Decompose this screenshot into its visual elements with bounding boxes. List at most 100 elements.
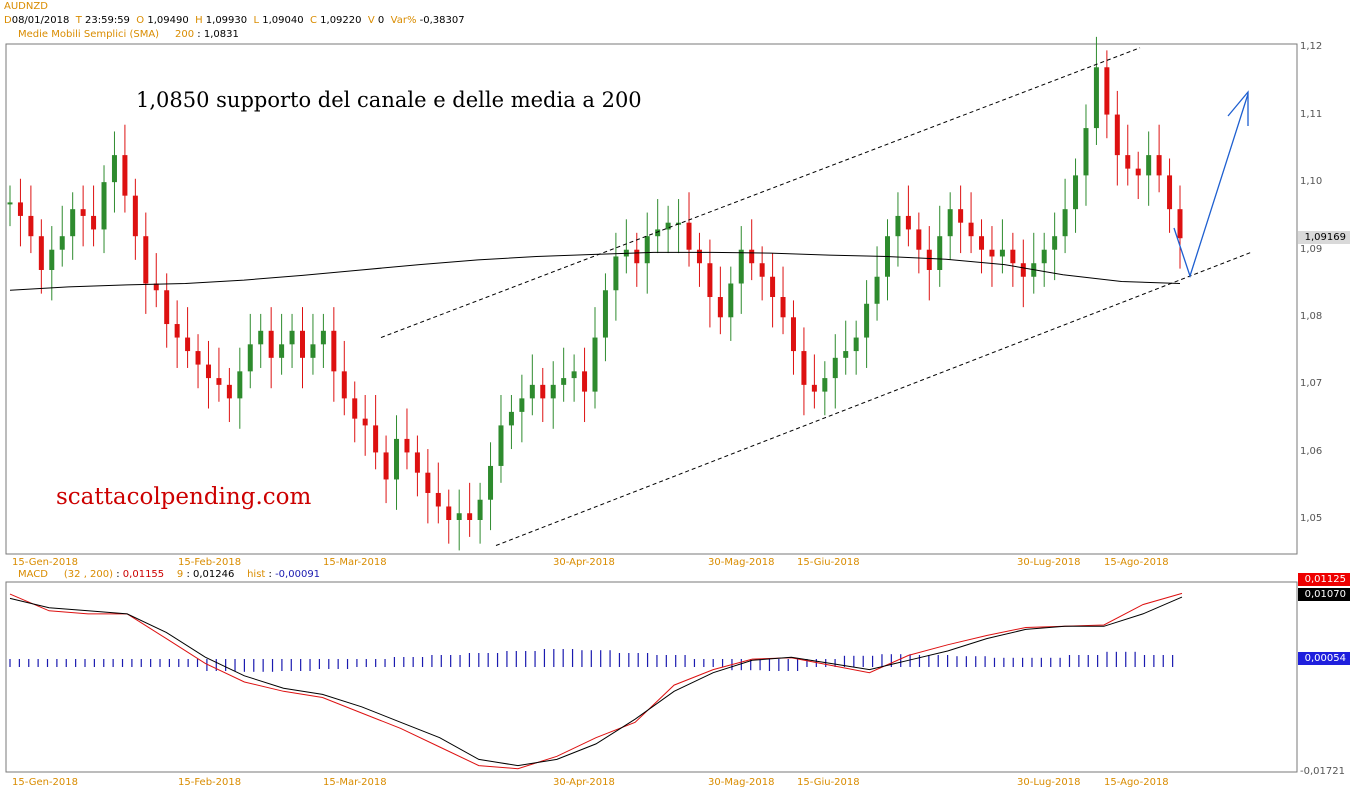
candle-body — [498, 425, 504, 466]
candle-body — [864, 303, 870, 338]
candle-body — [132, 195, 138, 237]
candle-body — [749, 249, 755, 264]
candle-body — [28, 215, 34, 237]
current-price-box: 1,09169 — [1298, 231, 1350, 244]
candle-body — [1083, 128, 1089, 176]
candle-body — [592, 337, 598, 392]
candle-body — [38, 236, 44, 270]
candle-body — [895, 215, 901, 237]
date-label-bottom: 15-Feb-2018 — [178, 777, 242, 788]
candle-body — [467, 513, 473, 520]
candle-body — [174, 324, 180, 338]
candle-body — [1177, 209, 1183, 239]
candle-body — [550, 384, 556, 399]
macd-signal-box: 0,01125 — [1298, 573, 1350, 586]
candle-body — [968, 222, 974, 237]
candle-body — [268, 330, 274, 358]
candle-body — [738, 249, 744, 284]
candle-body — [686, 222, 692, 250]
macd-value-box: 0,01070 — [1298, 588, 1350, 601]
candle-body — [373, 425, 379, 453]
candle-body — [958, 209, 964, 223]
date-label-bottom: 15-Mar-2018 — [323, 777, 387, 788]
candle-body — [790, 317, 796, 352]
candle-body — [237, 371, 243, 399]
candle-body — [759, 263, 765, 277]
candle-body — [1052, 236, 1058, 250]
candle-body — [655, 229, 661, 237]
candle-body — [644, 236, 650, 264]
candle-body — [383, 452, 389, 480]
candle-body — [17, 202, 23, 216]
candle-body — [926, 249, 932, 270]
candle-body — [728, 283, 734, 318]
price-panel-frame — [5, 43, 1298, 555]
macd-group — [9, 592, 1183, 770]
candle-body — [111, 155, 117, 183]
date-label-bottom: 15-Gen-2018 — [12, 777, 78, 788]
candle-body — [49, 249, 55, 270]
price-tick-label: 1,07 — [1300, 378, 1323, 389]
price-tick-label: 1,10 — [1300, 176, 1323, 187]
candle-body — [1167, 175, 1173, 210]
candle-body — [822, 378, 828, 392]
candle-body — [289, 330, 295, 345]
macd-signal-line — [9, 592, 1183, 770]
candle-body — [310, 344, 316, 358]
price-tick-label: 1,08 — [1300, 311, 1323, 322]
candle-body — [1156, 155, 1162, 176]
date-label: 15-Giu-2018 — [797, 557, 860, 568]
annotation-site: scattacolpending.com — [56, 484, 312, 510]
candle-body — [404, 438, 410, 453]
candle-body — [153, 283, 159, 291]
candle-body — [185, 337, 191, 352]
candle-body — [216, 378, 222, 385]
candle-body — [80, 209, 86, 216]
macd-bottom-label: -0,01721 — [1300, 766, 1345, 777]
candle-body — [205, 364, 211, 379]
candle-body — [414, 452, 420, 473]
channel-lower-line — [495, 251, 1253, 546]
candle-body — [905, 215, 911, 230]
date-label: 30-Lug-2018 — [1017, 557, 1081, 568]
date-label: 15-Feb-2018 — [178, 557, 242, 568]
candle-body — [435, 492, 441, 507]
candle-body — [916, 229, 922, 250]
price-tick-label: 1,09 — [1300, 244, 1323, 255]
candle-body — [561, 378, 567, 385]
candle-body — [780, 297, 786, 318]
candle-body — [947, 209, 953, 237]
candle-body — [320, 330, 326, 345]
candle-body — [707, 263, 713, 298]
sma-line — [9, 251, 1181, 291]
candle-body — [1146, 155, 1152, 176]
candle-body — [979, 236, 985, 250]
candle-body — [341, 371, 347, 399]
candle-body — [874, 276, 880, 304]
date-label-bottom: 15-Ago-2018 — [1104, 777, 1169, 788]
date-label: 15-Mar-2018 — [323, 557, 387, 568]
candle-body — [811, 384, 817, 392]
candle-body — [1073, 175, 1079, 210]
candle-body — [446, 506, 452, 520]
candle-body — [70, 209, 76, 237]
date-label: 15-Ago-2018 — [1104, 557, 1169, 568]
candle-body — [1135, 168, 1141, 176]
candle-body — [519, 398, 525, 412]
sma-header: Medie Mobili Semplici (SMA) 200 : 1,0831 — [18, 29, 239, 40]
candle-body — [1125, 155, 1131, 169]
date-label: 15-Gen-2018 — [12, 557, 78, 568]
candle-body — [602, 290, 608, 338]
date-label-bottom: 30-Lug-2018 — [1017, 777, 1081, 788]
symbol-title: AUDNZD — [4, 1, 48, 12]
date-label-bottom: 30-Mag-2018 — [708, 777, 775, 788]
candle-body — [488, 465, 494, 500]
candle-body — [571, 371, 577, 379]
candle-body — [1010, 249, 1016, 264]
candle-body — [300, 330, 305, 358]
candle-body — [613, 256, 619, 291]
candle-body — [582, 371, 588, 392]
macd-line — [9, 596, 1183, 767]
candle-body — [352, 398, 358, 419]
